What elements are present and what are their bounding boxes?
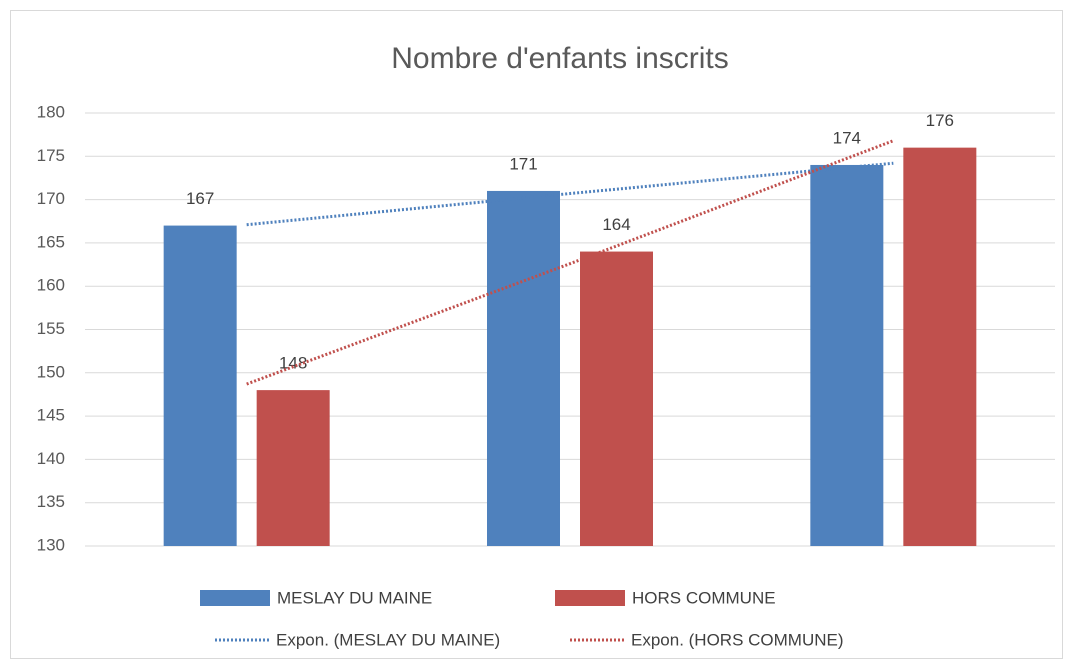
data-label: 171 bbox=[509, 154, 537, 173]
y-tick-label: 180 bbox=[37, 102, 65, 121]
legend-label: MESLAY DU MAINE bbox=[277, 588, 432, 607]
y-tick-label: 140 bbox=[37, 449, 65, 468]
bar bbox=[810, 164, 884, 546]
y-tick-label: 160 bbox=[37, 276, 65, 295]
y-tick-label: 145 bbox=[37, 406, 65, 425]
legend-label: Expon. (MESLAY DU MAINE) bbox=[276, 630, 500, 649]
y-tick-label: 130 bbox=[37, 535, 65, 554]
legend-swatch bbox=[555, 590, 625, 606]
bar bbox=[580, 251, 653, 546]
legend-swatch bbox=[200, 590, 270, 606]
data-label: 164 bbox=[602, 215, 630, 234]
legend-label: HORS COMMUNE bbox=[632, 588, 776, 607]
data-label: 148 bbox=[279, 354, 307, 373]
trendline bbox=[246, 139, 894, 386]
y-tick-label: 175 bbox=[37, 146, 65, 165]
data-label: 167 bbox=[186, 189, 214, 208]
data-label: 176 bbox=[926, 111, 954, 130]
bar bbox=[256, 390, 330, 546]
chart-title: Nombre d'enfants inscrits bbox=[391, 42, 729, 75]
bar bbox=[903, 147, 977, 546]
y-tick-label: 165 bbox=[37, 232, 65, 251]
y-tick-label: 135 bbox=[37, 492, 65, 511]
bar bbox=[163, 225, 237, 546]
y-tick-label: 170 bbox=[37, 189, 65, 208]
legend-label: Expon. (HORS COMMUNE) bbox=[631, 630, 844, 649]
y-tick-label: 150 bbox=[37, 362, 65, 381]
y-tick-label: 155 bbox=[37, 319, 65, 338]
bar bbox=[487, 190, 560, 546]
data-label: 174 bbox=[833, 128, 861, 147]
trendline bbox=[246, 161, 894, 227]
